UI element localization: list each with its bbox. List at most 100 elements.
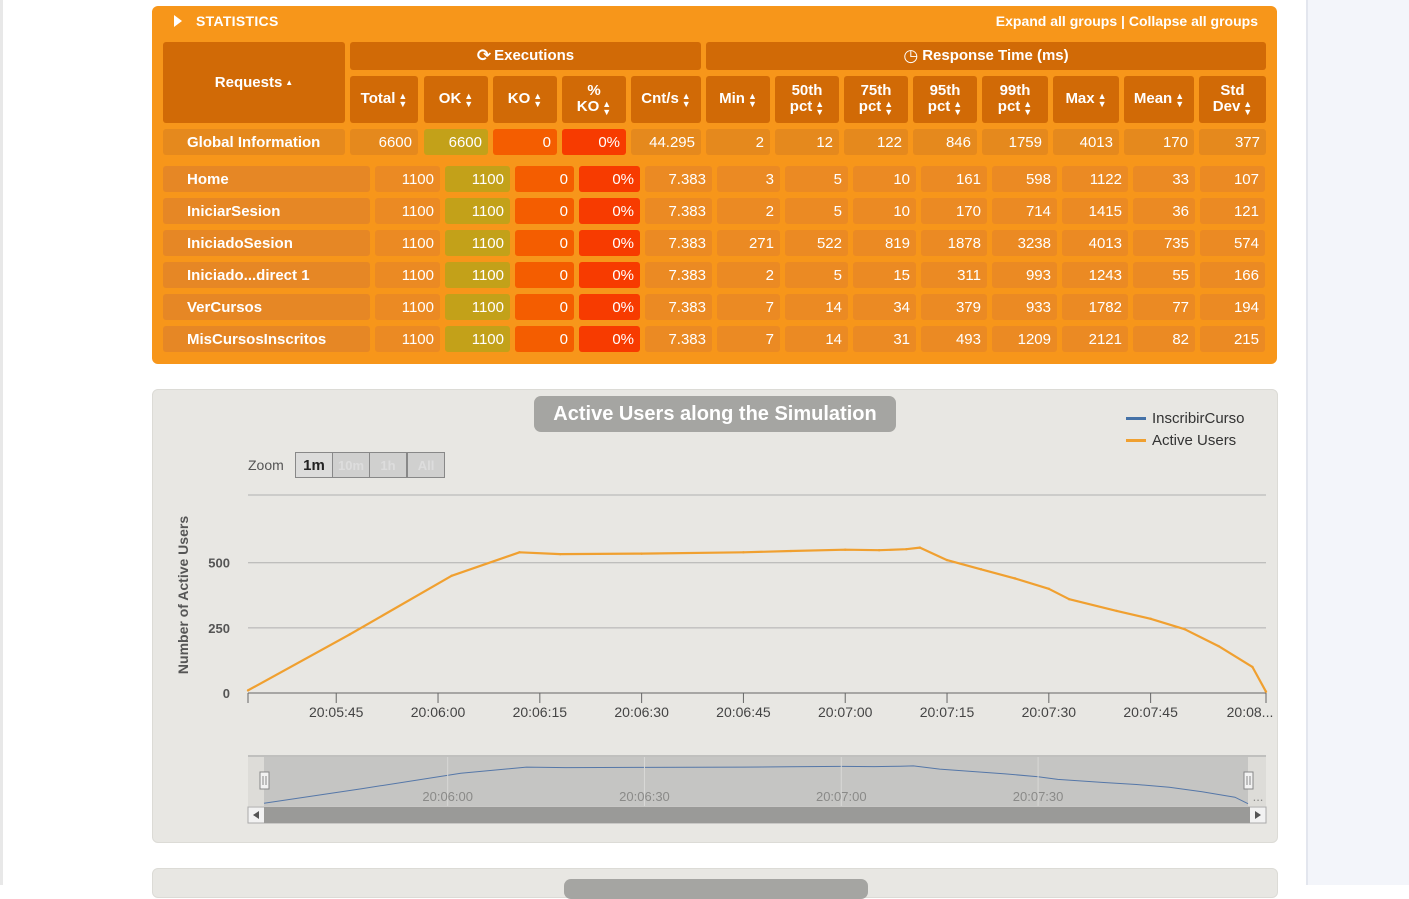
request-cell-ko: 0 bbox=[515, 198, 574, 224]
request-cell-p95: 311 bbox=[921, 262, 987, 288]
request-cell-cnt: 7.383 bbox=[645, 326, 712, 352]
request-cell-pko: 0% bbox=[579, 326, 640, 352]
column-header-ko[interactable]: KO ▲ ▼ bbox=[493, 76, 557, 123]
zoom-1m-button[interactable]: 1m bbox=[295, 452, 333, 478]
request-row-6[interactable]: MisCursosInscritos bbox=[163, 326, 370, 352]
request-cell-p75: 10 bbox=[853, 198, 916, 224]
header-label-line2: KO ▲ ▼ bbox=[576, 98, 612, 117]
header-label: 99th bbox=[999, 82, 1031, 100]
statistics-header: STATISTICS Expand all groups | Collapse … bbox=[152, 6, 1277, 36]
request-cell-total: 1100 bbox=[375, 326, 440, 352]
request-cell-std: 166 bbox=[1200, 262, 1265, 288]
request-cell-p75: 31 bbox=[853, 326, 916, 352]
request-cell-p75: 10 bbox=[853, 166, 916, 192]
request-cell-ko: 0 bbox=[515, 326, 574, 352]
chart-title: Active Users along the Simulation bbox=[534, 396, 896, 432]
request-cell-cnt: 7.383 bbox=[645, 198, 712, 224]
sort-icon: ▲ ▼ bbox=[602, 98, 612, 117]
column-header-min[interactable]: Min ▲ ▼ bbox=[706, 76, 770, 123]
column-header-max[interactable]: Max ▲ ▼ bbox=[1053, 76, 1119, 123]
request-cell-ko: 0 bbox=[515, 262, 574, 288]
request-cell-pko: 0% bbox=[579, 198, 640, 224]
request-cell-total: 1100 bbox=[375, 262, 440, 288]
request-cell-mean: 735 bbox=[1133, 230, 1195, 256]
column-header-p99[interactable]: 99th pct ▲ ▼ bbox=[982, 76, 1048, 123]
legend-line-icon bbox=[1126, 417, 1146, 420]
request-cell-ko: 0 bbox=[515, 166, 574, 192]
column-header-total[interactable]: Total ▲ ▼ bbox=[350, 76, 418, 123]
request-cell-ok: 1100 bbox=[445, 262, 510, 288]
expand-all-groups-link[interactable]: Expand all groups bbox=[995, 13, 1118, 29]
request-cell-max: 1782 bbox=[1062, 294, 1128, 320]
request-cell-p95: 170 bbox=[921, 198, 987, 224]
header-label-line: KO ▲ ▼ bbox=[507, 90, 543, 109]
response-time-label: Response Time (ms) bbox=[922, 47, 1069, 64]
statistics-title[interactable]: STATISTICS bbox=[196, 13, 279, 29]
request-cell-mean: 77 bbox=[1133, 294, 1195, 320]
sort-icon: ▲ ▼ bbox=[464, 90, 474, 109]
request-row-5[interactable]: VerCursos bbox=[163, 294, 370, 320]
requests-header-label: Requests bbox=[214, 73, 283, 91]
sort-icon: ▲ ▼ bbox=[1175, 90, 1185, 109]
legend-item-inscribircurso[interactable]: InscribirCurso bbox=[1126, 410, 1245, 427]
column-header-pko[interactable]: % KO ▲ ▼ bbox=[562, 76, 626, 123]
request-row-1[interactable]: Home bbox=[163, 166, 370, 192]
request-cell-p75: 15 bbox=[853, 262, 916, 288]
request-row-3[interactable]: IniciadoSesion bbox=[163, 230, 370, 256]
column-header-std[interactable]: Std Dev ▲ ▼ bbox=[1199, 76, 1266, 123]
request-cell-ok: 1100 bbox=[445, 230, 510, 256]
request-row-4[interactable]: Iniciado...direct 1 bbox=[163, 262, 370, 288]
sort-asc-icon: ▲ bbox=[285, 77, 294, 87]
requests-column-header[interactable]: Requests ▲ bbox=[163, 42, 345, 123]
request-cell-total: 1100 bbox=[375, 294, 440, 320]
zoom-all-button[interactable]: All bbox=[407, 452, 445, 478]
column-header-ok[interactable]: OK ▲ ▼ bbox=[424, 76, 488, 123]
legend-item-active-users[interactable]: Active Users bbox=[1126, 432, 1236, 449]
request-cell-min: 7 bbox=[717, 294, 780, 320]
header-label-line: Mean ▲ ▼ bbox=[1133, 90, 1185, 109]
header-label-line2: pct ▲ ▼ bbox=[858, 98, 894, 117]
request-cell-std: 194 bbox=[1200, 294, 1265, 320]
request-cell-p95: 1878 bbox=[921, 230, 987, 256]
column-header-p95[interactable]: 95th pct ▲ ▼ bbox=[913, 76, 977, 123]
request-cell-p95: 161 bbox=[921, 166, 987, 192]
sort-icon: ▲ ▼ bbox=[953, 98, 963, 117]
global-cell-ok: 6600 bbox=[424, 129, 488, 155]
request-cell-total: 1100 bbox=[375, 230, 440, 256]
column-header-mean[interactable]: Mean ▲ ▼ bbox=[1124, 76, 1194, 123]
request-cell-p75: 34 bbox=[853, 294, 916, 320]
zoom-10m-button[interactable]: 10m bbox=[332, 452, 370, 478]
request-cell-p95: 493 bbox=[921, 326, 987, 352]
column-header-p50[interactable]: 50th pct ▲ ▼ bbox=[775, 76, 839, 123]
request-cell-p50: 14 bbox=[785, 326, 848, 352]
request-cell-cnt: 7.383 bbox=[645, 230, 712, 256]
request-cell-pko: 0% bbox=[579, 166, 640, 192]
column-header-cnt[interactable]: Cnt/s ▲ ▼ bbox=[631, 76, 701, 123]
global-cell-p99: 1759 bbox=[982, 129, 1048, 155]
global-cell-p95: 846 bbox=[913, 129, 977, 155]
global-cell-ko: 0 bbox=[493, 129, 557, 155]
column-header-p75[interactable]: 75th pct ▲ ▼ bbox=[844, 76, 908, 123]
global-information-row[interactable]: Global Information bbox=[163, 129, 345, 155]
collapse-toggle-icon[interactable] bbox=[174, 15, 182, 27]
global-cell-total: 6600 bbox=[350, 129, 418, 155]
request-cell-p99: 3238 bbox=[992, 230, 1057, 256]
request-cell-p50: 14 bbox=[785, 294, 848, 320]
header-label-line: Cnt/s ▲ ▼ bbox=[641, 90, 691, 109]
request-row-2[interactable]: IniciarSesion bbox=[163, 198, 370, 224]
sort-icon: ▲ ▼ bbox=[1243, 98, 1253, 117]
request-cell-total: 1100 bbox=[375, 198, 440, 224]
group-links: Expand all groups | Collapse all groups bbox=[996, 13, 1258, 29]
header-label-line: Min ▲ ▼ bbox=[719, 90, 757, 109]
request-cell-ok: 1100 bbox=[445, 326, 510, 352]
request-cell-mean: 36 bbox=[1133, 198, 1195, 224]
collapse-all-groups-link[interactable]: Collapse all groups bbox=[1128, 13, 1258, 29]
header-label-line2: pct ▲ ▼ bbox=[997, 98, 1033, 117]
global-cell-min: 2 bbox=[706, 129, 770, 155]
request-cell-pko: 0% bbox=[579, 262, 640, 288]
zoom-1h-button[interactable]: 1h bbox=[369, 452, 407, 478]
request-cell-min: 7 bbox=[717, 326, 780, 352]
sort-icon: ▲ ▼ bbox=[1023, 98, 1033, 117]
request-cell-p50: 5 bbox=[785, 198, 848, 224]
